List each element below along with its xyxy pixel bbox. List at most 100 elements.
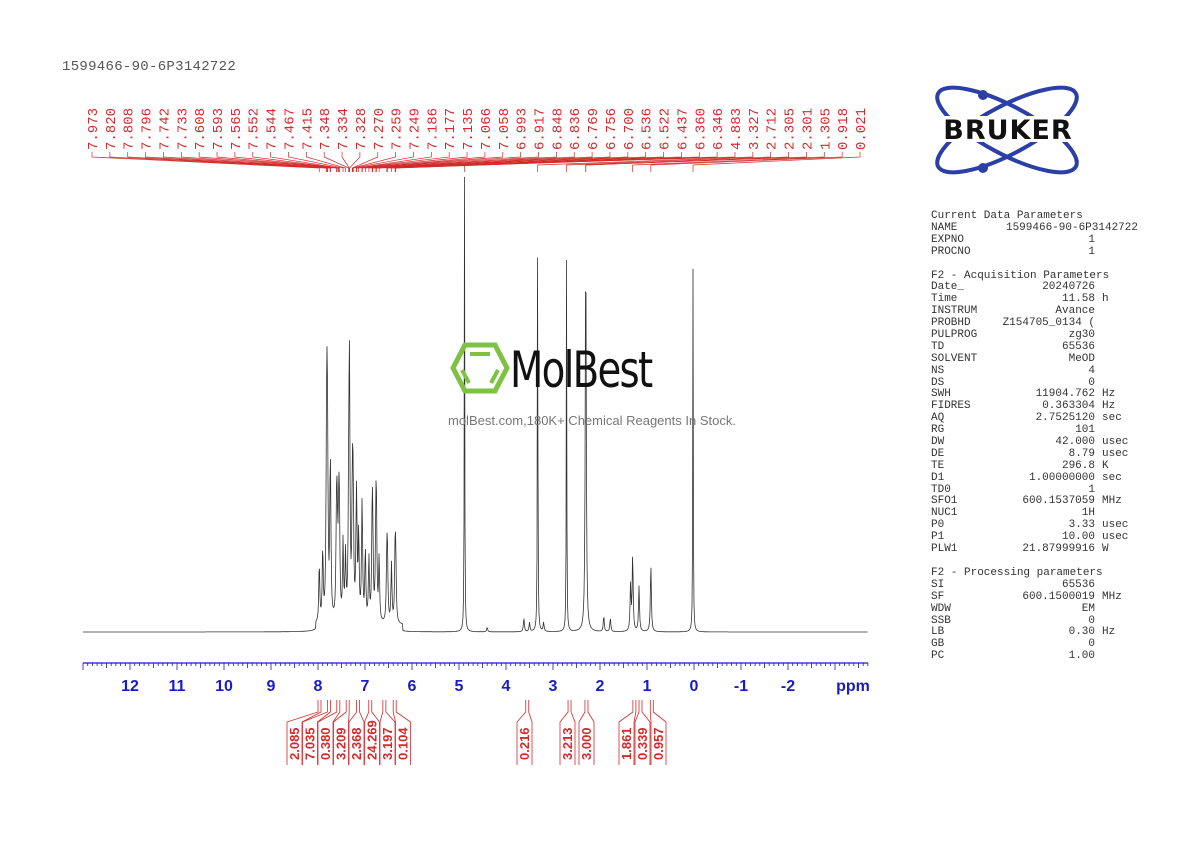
- x-tick-label: 6: [408, 678, 417, 695]
- peak-label: 7.742: [157, 108, 173, 150]
- x-axis-label: ppm: [836, 678, 870, 695]
- peak-label: 6.756: [604, 108, 620, 150]
- peak-label: 7.820: [104, 108, 120, 150]
- param-row: FIDRES 0.363304 Hz: [931, 400, 1116, 413]
- molbest-logo: [450, 340, 510, 400]
- peak-label: 7.334: [336, 108, 352, 150]
- peak-label: 0.918: [836, 108, 852, 150]
- x-tick-label: 8: [314, 678, 323, 695]
- peak-label: 2.305: [783, 108, 799, 150]
- param-row: SI 65536: [931, 578, 1095, 591]
- integral-value: 24.269: [365, 720, 380, 760]
- peak-label: 7.467: [282, 108, 298, 150]
- peak-label: 4.883: [729, 108, 745, 150]
- peak-label: 7.973: [86, 108, 102, 150]
- param-row: PC 1.00: [931, 650, 1095, 663]
- x-tick-label: 12: [121, 678, 139, 695]
- param-row: INSTRUM Avance: [931, 305, 1095, 318]
- x-tick-label: 10: [215, 678, 233, 695]
- integral-value: 3.213: [560, 727, 575, 760]
- peak-label: 6.836: [568, 108, 584, 150]
- param-row: AQ 2.7525120 sec: [931, 412, 1122, 425]
- x-tick-label: 3: [549, 678, 558, 695]
- param-row: WDW EM: [931, 602, 1095, 615]
- param-row: LB 0.30 Hz: [931, 626, 1116, 639]
- param-row: DW 42.000 usec: [931, 436, 1129, 449]
- params-heading-acquisition: F2 - Acquisition Parameters: [931, 269, 1110, 282]
- peak-label: 6.917: [533, 108, 549, 150]
- param-row: PLW1 21.87999916 W: [931, 543, 1109, 556]
- peak-label: 7.270: [372, 108, 388, 150]
- peak-label: 7.593: [211, 108, 227, 150]
- param-row: PULPROG zg30: [931, 329, 1095, 342]
- param-row: D1 1.00000000 sec: [931, 471, 1122, 484]
- peak-label: 0.021: [854, 108, 870, 150]
- peak-label: 7.058: [497, 108, 513, 150]
- integral-value: 3.000: [579, 727, 594, 760]
- x-tick-label: 1: [643, 678, 652, 695]
- peak-label: 7.565: [229, 108, 245, 150]
- peak-label: 6.700: [622, 108, 638, 150]
- param-row: NS 4: [931, 364, 1095, 377]
- param-row: SF 600.1500019 MHz: [931, 590, 1122, 603]
- peak-label: 7.552: [247, 108, 263, 150]
- param-row: TD 65536: [931, 340, 1095, 353]
- param-row: PROCNO 1: [931, 245, 1095, 258]
- peak-label: 6.993: [515, 108, 531, 150]
- peak-label: 7.135: [461, 108, 477, 150]
- integral-value: 0.957: [651, 727, 666, 760]
- peak-label: 6.360: [693, 108, 709, 150]
- param-row: SSB 0: [931, 614, 1095, 627]
- peak-label: 7.249: [407, 108, 423, 150]
- param-row: RG 101: [931, 424, 1095, 437]
- x-tick-label: 7: [361, 678, 370, 695]
- x-tick-label: 2: [596, 678, 605, 695]
- param-row: NAME 1599466-90-6P3142722: [931, 221, 1138, 234]
- integral-value: 2.085: [287, 727, 302, 760]
- param-row: P1 10.00 usec: [931, 531, 1129, 544]
- peak-label: 2.712: [765, 108, 781, 150]
- x-tick-label: -1: [734, 678, 748, 695]
- peak-label: 6.536: [640, 108, 656, 150]
- spectrum-trace: [83, 176, 868, 633]
- peak-label: 7.733: [175, 108, 191, 150]
- molbest-tagline: molBest.com,180K+ Chemical Reagents In S…: [448, 413, 736, 428]
- param-row: TE 296.8 K: [931, 459, 1109, 472]
- peak-label: 7.066: [479, 108, 495, 150]
- peak-label: 7.328: [354, 108, 370, 150]
- peak-label: 7.348: [318, 108, 334, 150]
- param-row: GB 0: [931, 638, 1095, 651]
- peak-label: 6.769: [586, 108, 602, 150]
- peak-labels: 7.973 7.820 7.808 7.796 7.742 7.733 7.608 7.593…: [86, 108, 870, 172]
- svg-text:BRUKER: BRUKER: [943, 115, 1072, 146]
- integral-value: 1.861: [619, 727, 634, 760]
- peak-label: 1.305: [818, 108, 834, 150]
- acquisition-parameters-panel: Current Data Parameters NAME 1599466-90-6P…: [931, 210, 1145, 663]
- molbest-wordmark: MolBest: [510, 341, 653, 399]
- x-tick-label: 4: [502, 678, 511, 695]
- param-row: Time 11.58 h: [931, 293, 1109, 306]
- peak-label: 3.327: [747, 108, 763, 150]
- hexagon-icon: [450, 342, 510, 394]
- spectrum-line: [83, 176, 868, 633]
- peak-label: 6.522: [658, 108, 674, 150]
- peak-label: 7.259: [390, 108, 406, 150]
- integral-value: 0.339: [635, 727, 650, 760]
- param-row: EXPNO 1: [931, 233, 1095, 246]
- peak-label: 7.796: [140, 108, 156, 150]
- params-heading-current: Current Data Parameters: [931, 210, 1083, 222]
- integral-value: 0.104: [396, 727, 411, 760]
- integral-value: 7.035: [303, 727, 318, 760]
- params-heading-processing: F2 - Processing parameters: [931, 566, 1103, 579]
- param-row: TD0 1: [931, 483, 1095, 496]
- spectrum-title: 1599466-90-6P3142722: [62, 59, 237, 75]
- param-row: DS 0: [931, 376, 1095, 389]
- x-tick-label: 0: [690, 678, 699, 695]
- integral-value: 3.197: [380, 727, 395, 760]
- x-tick-label: 5: [455, 678, 464, 695]
- param-row: SWH 11904.762 Hz: [931, 388, 1116, 401]
- peak-label: 7.544: [265, 108, 281, 150]
- param-row: SOLVENT MeOD: [931, 352, 1095, 365]
- x-tick-label: 9: [267, 678, 276, 695]
